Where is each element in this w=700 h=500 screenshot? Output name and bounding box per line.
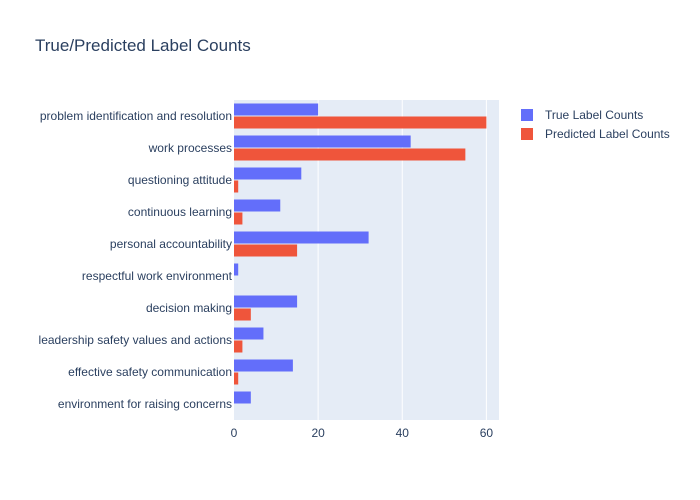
y-tick-label: environment for raising concerns bbox=[58, 397, 232, 411]
legend-swatch bbox=[521, 128, 533, 140]
y-tick-label: problem identification and resolution bbox=[40, 109, 232, 123]
bar-true-label-count[interactable] bbox=[234, 231, 369, 244]
bar-predicted-label-count[interactable] bbox=[234, 372, 239, 385]
x-tick-label: 60 bbox=[480, 426, 494, 440]
y-tick-label: work processes bbox=[148, 141, 232, 155]
legend-label: Predicted Label Counts bbox=[545, 127, 670, 141]
bar-predicted-label-count[interactable] bbox=[234, 244, 298, 257]
bar-true-label-count[interactable] bbox=[234, 167, 302, 180]
y-tick-label: continuous learning bbox=[128, 205, 232, 219]
bar-true-label-count[interactable] bbox=[234, 135, 411, 148]
legend[interactable]: True Label Counts Predicted Label Counts bbox=[521, 108, 670, 141]
bar-predicted-label-count[interactable] bbox=[234, 340, 243, 353]
bar-true-label-count[interactable] bbox=[234, 103, 319, 116]
y-tick-label: personal accountability bbox=[110, 237, 232, 251]
bar-predicted-label-count[interactable] bbox=[234, 212, 243, 225]
bars bbox=[234, 103, 487, 404]
y-tick-label: questioning attitude bbox=[128, 173, 232, 187]
y-axis-tick-labels: problem identification and resolution wor… bbox=[39, 109, 233, 411]
bar-predicted-label-count[interactable] bbox=[234, 180, 239, 193]
bar-predicted-label-count[interactable] bbox=[234, 308, 251, 321]
y-tick-label: effective safety communication bbox=[68, 365, 232, 379]
legend-item[interactable]: Predicted Label Counts bbox=[521, 127, 670, 141]
legend-item[interactable]: True Label Counts bbox=[521, 108, 643, 122]
y-tick-label: leadership safety values and actions bbox=[39, 333, 232, 347]
y-tick-label: decision making bbox=[146, 301, 232, 315]
bar-true-label-count[interactable] bbox=[234, 295, 298, 308]
bar-true-label-count[interactable] bbox=[234, 391, 251, 404]
chart-title: True/Predicted Label Counts bbox=[35, 36, 251, 55]
bar-true-label-count[interactable] bbox=[234, 327, 264, 340]
bar-true-label-count[interactable] bbox=[234, 359, 293, 372]
x-tick-label: 20 bbox=[311, 426, 325, 440]
bar-true-label-count[interactable] bbox=[234, 199, 281, 212]
x-axis-tick-labels: 0 20 40 60 bbox=[231, 426, 494, 440]
y-tick-label: respectful work environment bbox=[82, 269, 233, 283]
bar-true-label-count[interactable] bbox=[234, 263, 239, 276]
plot-background bbox=[234, 100, 499, 420]
x-tick-label: 40 bbox=[396, 426, 410, 440]
x-tick-label: 0 bbox=[231, 426, 238, 440]
bar-predicted-label-count[interactable] bbox=[234, 148, 466, 161]
legend-swatch bbox=[521, 109, 533, 121]
bar-predicted-label-count[interactable] bbox=[234, 116, 487, 129]
legend-label: True Label Counts bbox=[545, 108, 643, 122]
